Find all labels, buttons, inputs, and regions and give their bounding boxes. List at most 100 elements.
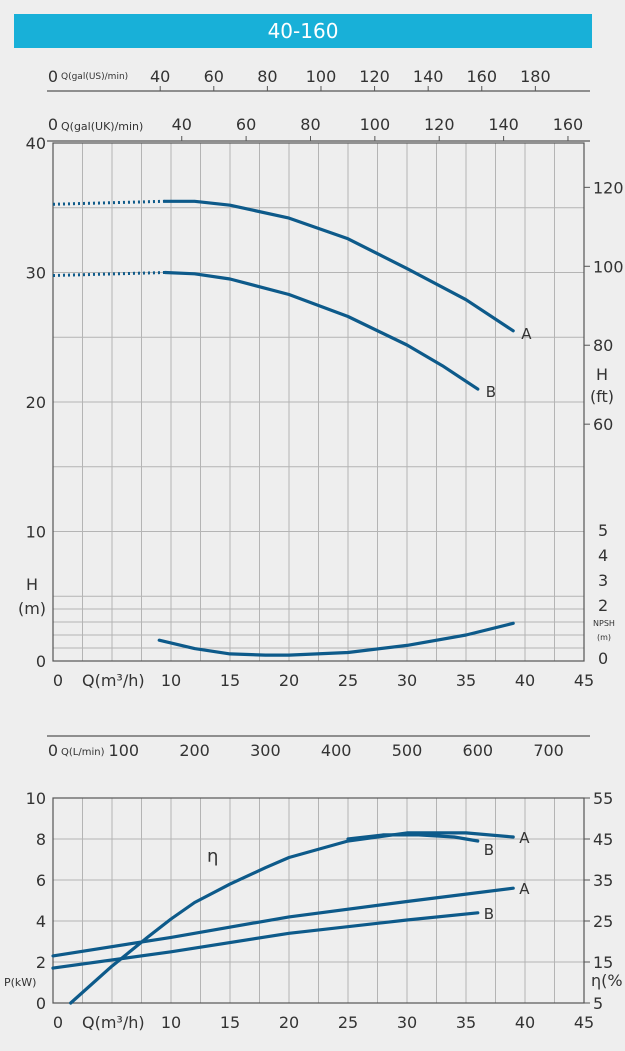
x-tick-label: 0 [53,671,63,690]
top-axis-l-tick-label: 100 [109,741,140,760]
x-tick-label: 45 [574,671,594,690]
top-axis-us-tick-label: 60 [204,67,224,86]
x-tick-label: 30 [397,1013,417,1032]
y-right-eta-tick-label: 15 [593,953,613,972]
y-left-tick-label: 0 [36,652,46,671]
x-tick-label: 45 [574,1013,594,1032]
y-right-npsh-tick-label: 0 [598,649,608,668]
y-left-tick-label: 8 [36,830,46,849]
y-left-tick-label: 4 [36,912,46,931]
y-left-tick-label: 6 [36,871,46,890]
eta-symbol: η [207,846,218,867]
top-axis-uk-tick-label: 120 [424,115,455,134]
x-axis-label: Q(m³/h) [82,1013,145,1032]
top-axis-us-tick-label: 160 [466,67,497,86]
y-right-eta-tick-label: 25 [593,912,613,931]
top-axis-l-label: Q(L/min) [61,747,105,758]
curve-dotted-B [52,271,166,277]
top-axis-l-tick-label: 700 [533,741,564,760]
curve-label-power-A: A [519,880,530,898]
y-right-ft-tick-label: 100 [593,257,624,276]
y-right-eta-tick-label: 45 [593,830,613,849]
x-tick-label: 20 [279,671,299,690]
top-axis-l-tick-label: 300 [250,741,281,760]
top-axis-uk-tick-label: 160 [553,115,584,134]
y-right-eta-tick-label: 5 [593,994,603,1013]
x-tick-label: 15 [220,1013,240,1032]
y-right-axis-label: η(% [591,971,623,990]
top-axis-uk-label: Q(gal(UK)/min) [61,120,143,133]
top-axis-uk-tick-label: 80 [300,115,320,134]
y-left-tick-label: 40 [26,134,46,153]
y-left-tick-label: 0 [36,994,46,1013]
top-axis-l-tick-label: 400 [321,741,352,760]
y-right-npsh-tick-label: 4 [598,546,608,565]
x-tick-label: 30 [397,671,417,690]
curve-B [163,270,480,391]
x-tick-label: 0 [53,1013,63,1032]
top-axis-l-tick-label: 200 [179,741,210,760]
x-tick-label: 35 [456,671,476,690]
top-axis-l-tick-label: 0 [48,741,58,760]
y-right-ft-tick-label: 120 [593,178,624,197]
y-right-ft-tick-label: 80 [593,336,613,355]
x-axis-label: Q(m³/h) [82,671,145,690]
x-tick-label: 25 [338,671,358,690]
curve-efficiency-B [346,833,480,843]
y-right-ft-tick-label: 60 [593,415,613,434]
top-axis-uk-tick-label: 100 [360,115,391,134]
x-tick-label: 20 [279,1013,299,1032]
y-right-npsh-axis-label: NPSH [593,619,615,628]
curve-label-efficiency-B: B [484,841,494,859]
x-tick-label: 40 [515,671,535,690]
y-right-npsh-tick-label: 3 [598,571,608,590]
y-right-ft-axis-unit: (ft) [590,387,614,406]
top-axis-us-tick-label: 0 [48,67,58,86]
x-tick-label: 15 [220,671,240,690]
top-axis-uk-tick-label: 40 [172,115,192,134]
top-axis-us-tick-label: 100 [306,67,337,86]
y-right-ft-axis-label: H [596,365,608,384]
curve-label-B: B [486,383,496,401]
curve-power-B [51,911,480,970]
curve-label-power-B: B [484,905,494,923]
y-left-tick-label: 2 [36,953,46,972]
y-left-axis-label: P(kW) [4,976,36,989]
y-left-axis-label: H [26,575,38,594]
x-tick-label: 25 [338,1013,358,1032]
curve-A [163,199,515,333]
top-axis-us-tick-label: 180 [520,67,551,86]
y-right-eta-tick-label: 35 [593,871,613,890]
curve-dotted-A [52,199,166,206]
curve-power-A [51,886,515,958]
curve-NPSH [157,621,515,657]
y-left-tick-label: 30 [26,264,46,283]
x-tick-label: 10 [161,1013,181,1032]
top-axis-us-tick-label: 40 [150,67,170,86]
x-tick-label: 10 [161,671,181,690]
curve-label-efficiency-A: A [519,829,530,847]
y-right-npsh-axis-unit: (m) [597,633,611,642]
y-right-npsh-tick-label: 5 [598,521,608,540]
plot-frame-power [52,797,585,1004]
y-left-tick-label: 10 [26,523,46,542]
y-left-axis-unit: (m) [18,599,46,618]
top-axis-uk-tick-label: 60 [236,115,256,134]
top-axis-us-tick-label: 120 [359,67,390,86]
top-axis-l-tick-label: 500 [392,741,423,760]
top-axis-us-tick-label: 80 [257,67,277,86]
chart-title-bar: 40-160 [14,14,592,48]
chart-title: 40-160 [267,19,339,43]
top-axis-us-label: Q(gal(US)/min) [61,72,128,82]
y-left-tick-label: 10 [26,789,46,808]
top-axis-l-tick-label: 600 [463,741,494,760]
x-tick-label: 35 [456,1013,476,1032]
plot-frame-head [52,142,585,662]
top-axis-us-tick-label: 140 [413,67,444,86]
x-tick-label: 40 [515,1013,535,1032]
y-right-npsh-tick-label: 2 [598,596,608,615]
top-axis-uk-tick-label: 140 [488,115,519,134]
y-right-eta-tick-label: 55 [593,789,613,808]
curve-label-A: A [521,325,532,343]
